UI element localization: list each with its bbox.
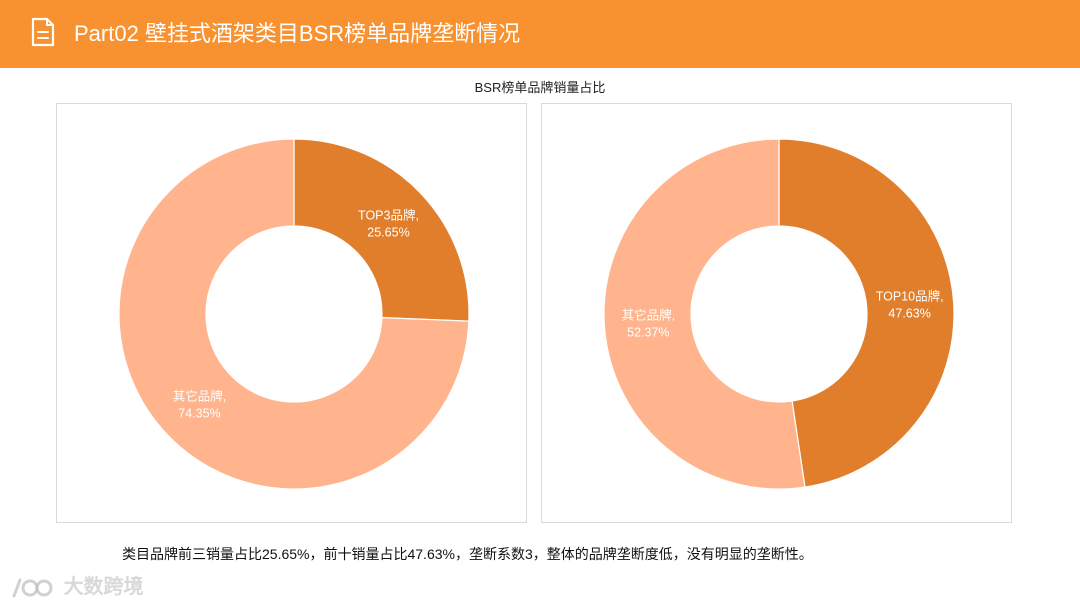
donut-slice-1-0 xyxy=(778,138,955,488)
watermark-text: 大数跨境 xyxy=(63,576,144,598)
donut-slice-0-0 xyxy=(293,138,470,322)
chart-panel-top3: TOP3品牌, 25.65% 其它品牌, 74.35% xyxy=(56,103,527,523)
slice-data-label-1-0: TOP10品牌, 47.63% xyxy=(876,288,944,320)
document-icon xyxy=(31,17,55,47)
donut-chart-top3: TOP3品牌, 25.65% 其它品牌, 74.35% xyxy=(118,138,470,490)
slice-data-label-0-0: TOP3品牌, 25.65% xyxy=(358,207,419,239)
slice-data-label-0-1: 其它品牌, 74.35% xyxy=(173,389,226,421)
page-title: Part02 壁挂式酒架类目BSR榜单品牌垄断情况 xyxy=(74,21,521,46)
donut-chart-top10: TOP10品牌, 47.63% 其它品牌, 52.37% xyxy=(603,138,955,490)
chart-title: BSR榜单品牌销量占比 xyxy=(474,80,606,95)
donut-slice-0-1 xyxy=(118,138,470,490)
watermark: 大数跨境 xyxy=(10,570,144,600)
brand-logo-icon xyxy=(12,578,53,598)
summary-text: 类目品牌前三销量占比25.65%，前十销量占比47.63%，垄断系数3，整体的品… xyxy=(122,546,813,562)
donut-slice-1-1 xyxy=(603,138,806,490)
header-bar: Part02 壁挂式酒架类目BSR榜单品牌垄断情况 xyxy=(0,0,1080,68)
chart-panel-top10: TOP10品牌, 47.63% 其它品牌, 52.37% xyxy=(541,103,1012,523)
slice-data-label-1-1: 其它品牌, 52.37% xyxy=(622,308,675,340)
